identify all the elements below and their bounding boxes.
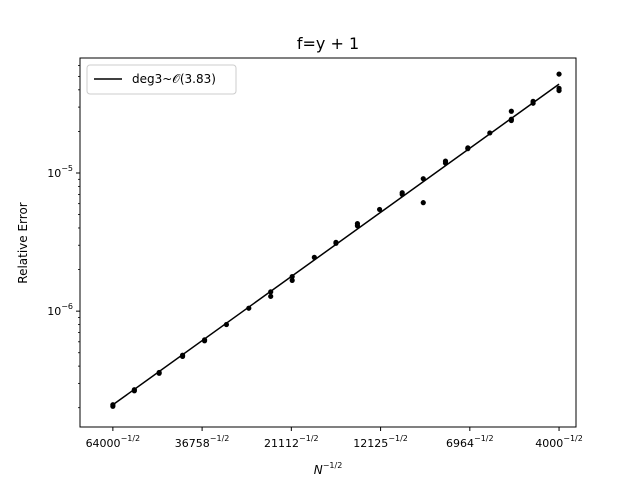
data-point bbox=[201, 338, 208, 344]
x-tick-label: 4000−1/2 bbox=[535, 434, 583, 450]
legend-box bbox=[86, 64, 237, 95]
x-tick-label: 36758−1/2 bbox=[175, 434, 230, 450]
x-axis-label: N−1/2 bbox=[314, 461, 343, 477]
data-point bbox=[110, 403, 116, 409]
data-point bbox=[179, 353, 186, 360]
data-point bbox=[420, 200, 426, 206]
data-point bbox=[465, 146, 471, 152]
x-axis: 64000−1/2 36758−1/2 21112−1/2 12125−1/2 6964… bbox=[86, 427, 583, 450]
data-point bbox=[399, 191, 405, 198]
x-tick-label: 12125−1/2 bbox=[353, 434, 408, 450]
data-point bbox=[246, 305, 252, 311]
y-axis-label: Relative Error bbox=[16, 202, 30, 284]
data-point bbox=[442, 160, 449, 166]
axes-frame bbox=[79, 57, 577, 428]
data-point bbox=[289, 273, 295, 280]
y-axis: 10−5 10−6 bbox=[47, 65, 80, 409]
data-point bbox=[487, 130, 493, 136]
data-point bbox=[530, 100, 536, 106]
x-tick-label: 21112−1/2 bbox=[264, 434, 319, 450]
legend: deg3~𝒪(3.83) bbox=[86, 64, 237, 95]
data-point bbox=[508, 108, 514, 114]
data-point bbox=[311, 254, 317, 260]
legend-label: deg3~𝒪(3.83) bbox=[132, 72, 216, 86]
data-point bbox=[156, 370, 162, 376]
data-point bbox=[268, 289, 274, 295]
data-point bbox=[376, 206, 383, 213]
x-tick-label: 6964−1/2 bbox=[446, 434, 494, 450]
x-axis-label-exponent: −1/2 bbox=[323, 461, 343, 470]
data-point bbox=[420, 176, 426, 182]
data-point bbox=[556, 87, 562, 94]
x-tick-label: 64000−1/2 bbox=[86, 434, 141, 450]
data-point bbox=[508, 116, 514, 122]
data-point bbox=[354, 223, 361, 229]
x-axis-label-base: N bbox=[314, 463, 323, 477]
data-point bbox=[289, 277, 295, 283]
data-point bbox=[223, 321, 230, 328]
data-point bbox=[268, 293, 274, 299]
data-point bbox=[556, 71, 562, 77]
y-tick-label: 10−6 bbox=[47, 302, 73, 318]
data-point bbox=[333, 240, 339, 246]
y-tick-label: 10−5 bbox=[47, 164, 73, 180]
plot-area bbox=[110, 71, 562, 409]
chart-title: f=y + 1 bbox=[297, 34, 359, 53]
data-point bbox=[131, 388, 137, 394]
